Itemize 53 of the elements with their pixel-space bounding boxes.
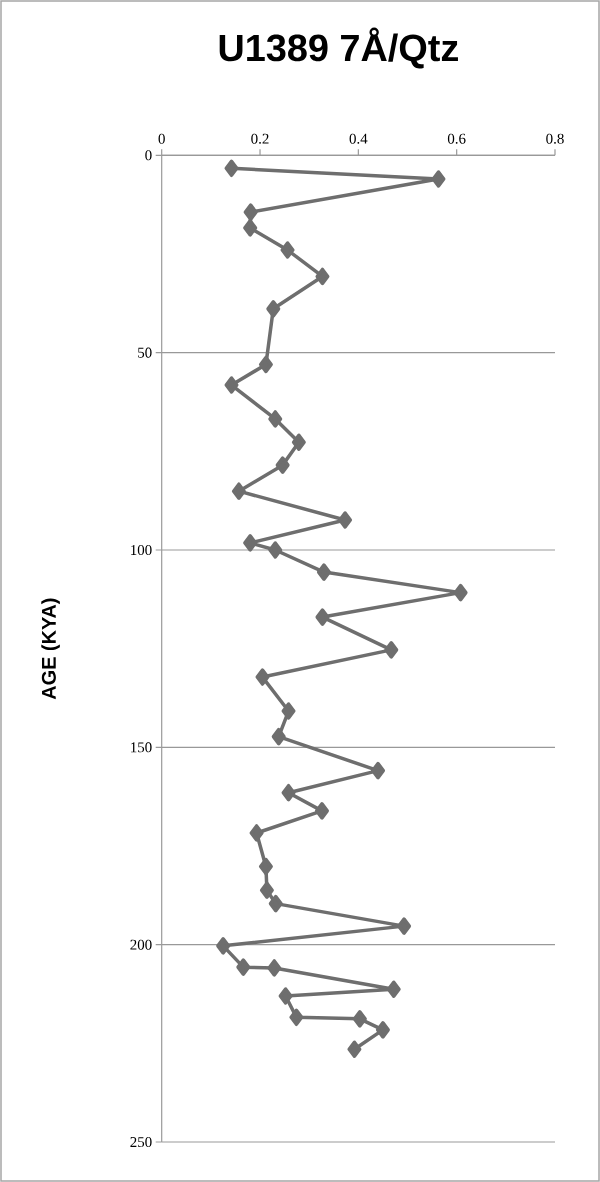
- point: [291, 433, 306, 451]
- point: [316, 563, 331, 581]
- x-tick-label: 0.2: [251, 133, 269, 144]
- point: [268, 410, 283, 428]
- point: [371, 761, 386, 780]
- point: [338, 511, 353, 529]
- point: [352, 1010, 367, 1028]
- point: [315, 267, 330, 286]
- point: [453, 583, 468, 602]
- y-tick-label: 50: [138, 347, 152, 358]
- point: [384, 641, 399, 659]
- point: [259, 881, 274, 899]
- point: [268, 894, 283, 913]
- y-tick-label: 100: [131, 544, 152, 556]
- point: [347, 1040, 362, 1059]
- y-tick-label: 150: [131, 742, 152, 753]
- y-tick-label: 200: [130, 939, 152, 950]
- point: [280, 241, 295, 259]
- point: [258, 857, 273, 876]
- x-tick-label: 0: [158, 133, 165, 144]
- point: [281, 702, 296, 720]
- point: [431, 170, 446, 188]
- point: [266, 300, 281, 318]
- x-tick-label: 0.8: [546, 133, 564, 144]
- point: [281, 783, 296, 802]
- point: [275, 456, 290, 474]
- point: [236, 958, 251, 976]
- point: [258, 355, 273, 374]
- point: [224, 376, 239, 394]
- y-tick-label: 250: [130, 1136, 152, 1148]
- point: [267, 959, 282, 977]
- point: [243, 219, 258, 237]
- y-tick-label: 0: [145, 150, 152, 161]
- point: [375, 1021, 390, 1039]
- point: [255, 668, 270, 686]
- point: [231, 482, 246, 500]
- y-axis-title: AGE (KYA): [41, 598, 60, 700]
- point: [278, 987, 293, 1005]
- point: [243, 534, 258, 552]
- chart-title: U1389 7Å/Qtz: [219, 27, 458, 69]
- x-tick-label: 0.4: [349, 133, 368, 144]
- point: [271, 727, 286, 746]
- point: [289, 1008, 304, 1027]
- point: [397, 917, 412, 935]
- point: [268, 541, 283, 559]
- point: [224, 159, 239, 178]
- point: [315, 608, 330, 626]
- point: [249, 824, 264, 842]
- x-tick-label: 0.6: [447, 133, 466, 144]
- point: [314, 802, 329, 820]
- point: [243, 203, 258, 221]
- point: [216, 937, 231, 955]
- point: [386, 980, 401, 999]
